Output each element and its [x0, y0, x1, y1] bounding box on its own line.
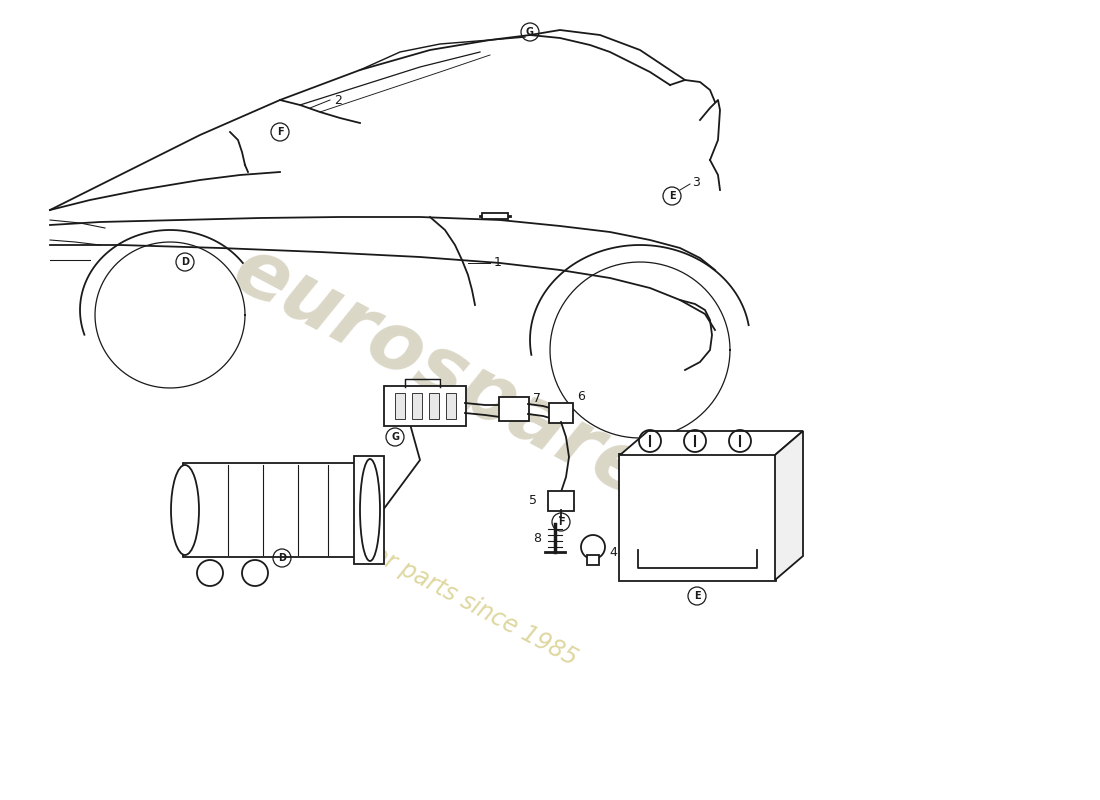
Text: 2: 2: [334, 94, 342, 106]
Text: 4: 4: [609, 546, 617, 558]
Text: G: G: [526, 27, 534, 37]
FancyBboxPatch shape: [482, 213, 508, 219]
FancyBboxPatch shape: [446, 393, 456, 419]
Ellipse shape: [360, 459, 379, 561]
Text: 6: 6: [578, 390, 585, 402]
FancyBboxPatch shape: [354, 456, 384, 564]
FancyBboxPatch shape: [619, 454, 776, 581]
FancyBboxPatch shape: [412, 393, 422, 419]
FancyBboxPatch shape: [183, 463, 362, 557]
Text: 7: 7: [534, 391, 541, 405]
FancyBboxPatch shape: [587, 555, 600, 565]
Text: G: G: [390, 432, 399, 442]
Text: D: D: [278, 553, 286, 563]
Text: D: D: [182, 257, 189, 267]
FancyBboxPatch shape: [548, 491, 574, 511]
Polygon shape: [620, 431, 803, 455]
FancyBboxPatch shape: [395, 393, 405, 419]
Text: F: F: [558, 517, 564, 527]
FancyBboxPatch shape: [384, 386, 466, 426]
Text: a passion for parts since 1985: a passion for parts since 1985: [255, 482, 581, 670]
Text: F: F: [277, 127, 284, 137]
FancyBboxPatch shape: [429, 393, 439, 419]
Text: E: E: [669, 191, 675, 201]
Text: 8: 8: [534, 531, 541, 545]
Text: E: E: [694, 591, 701, 601]
Text: 3: 3: [692, 175, 700, 189]
Text: 5: 5: [529, 494, 537, 507]
Text: eurospares: eurospares: [219, 230, 705, 538]
Polygon shape: [776, 431, 803, 580]
Ellipse shape: [170, 465, 199, 555]
FancyBboxPatch shape: [499, 397, 529, 421]
Text: 1: 1: [494, 257, 502, 270]
FancyBboxPatch shape: [549, 403, 573, 423]
